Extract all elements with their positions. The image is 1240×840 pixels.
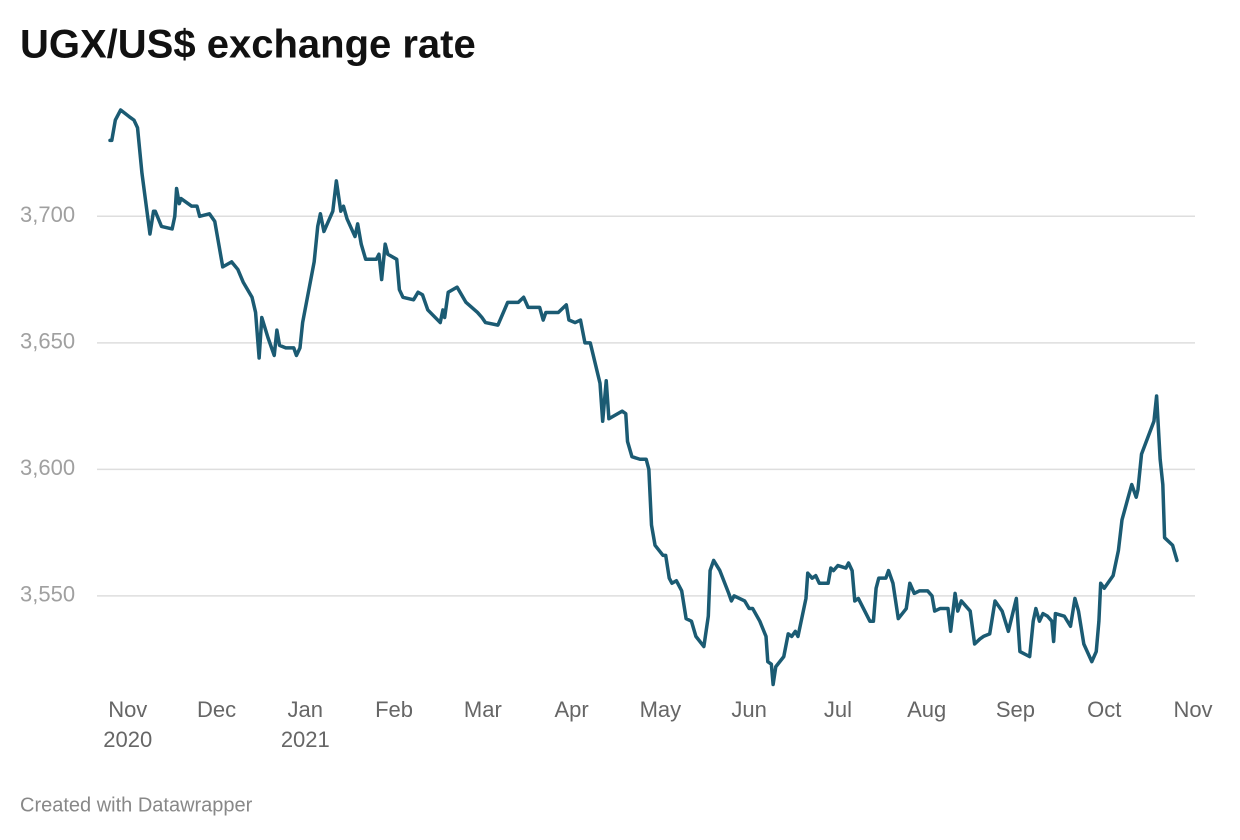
x-tick-label: Apr: [554, 697, 588, 722]
x-tick-label: Jun: [731, 697, 766, 722]
series-line: [108, 108, 1179, 687]
footer: Created with Datawrapper: [20, 794, 253, 816]
x-tick-year: 2021: [281, 727, 330, 752]
x-tick-label: Sep: [996, 697, 1035, 722]
x-tick-label: Jan: [288, 697, 323, 722]
x-tick-label: Feb: [375, 697, 413, 722]
x-tick-label: Nov: [108, 697, 147, 722]
chart-title: UGX/US$ exchange rate: [20, 23, 476, 67]
x-tick-label: Mar: [464, 697, 502, 722]
y-tick-label: 3,700: [20, 202, 75, 227]
x-tick-label: May: [640, 697, 682, 722]
y-tick-label: 3,550: [20, 582, 75, 607]
x-tick-label: Nov: [1173, 697, 1212, 722]
y-tick-label: 3,600: [20, 455, 75, 480]
x-tick-label: Dec: [197, 697, 236, 722]
y-tick-label: 3,650: [20, 329, 75, 354]
x-tick-label: Aug: [907, 697, 946, 722]
x-tick-year: 2020: [103, 727, 152, 752]
x-tick-label: Jul: [824, 697, 852, 722]
x-tick-label: Oct: [1087, 697, 1121, 722]
